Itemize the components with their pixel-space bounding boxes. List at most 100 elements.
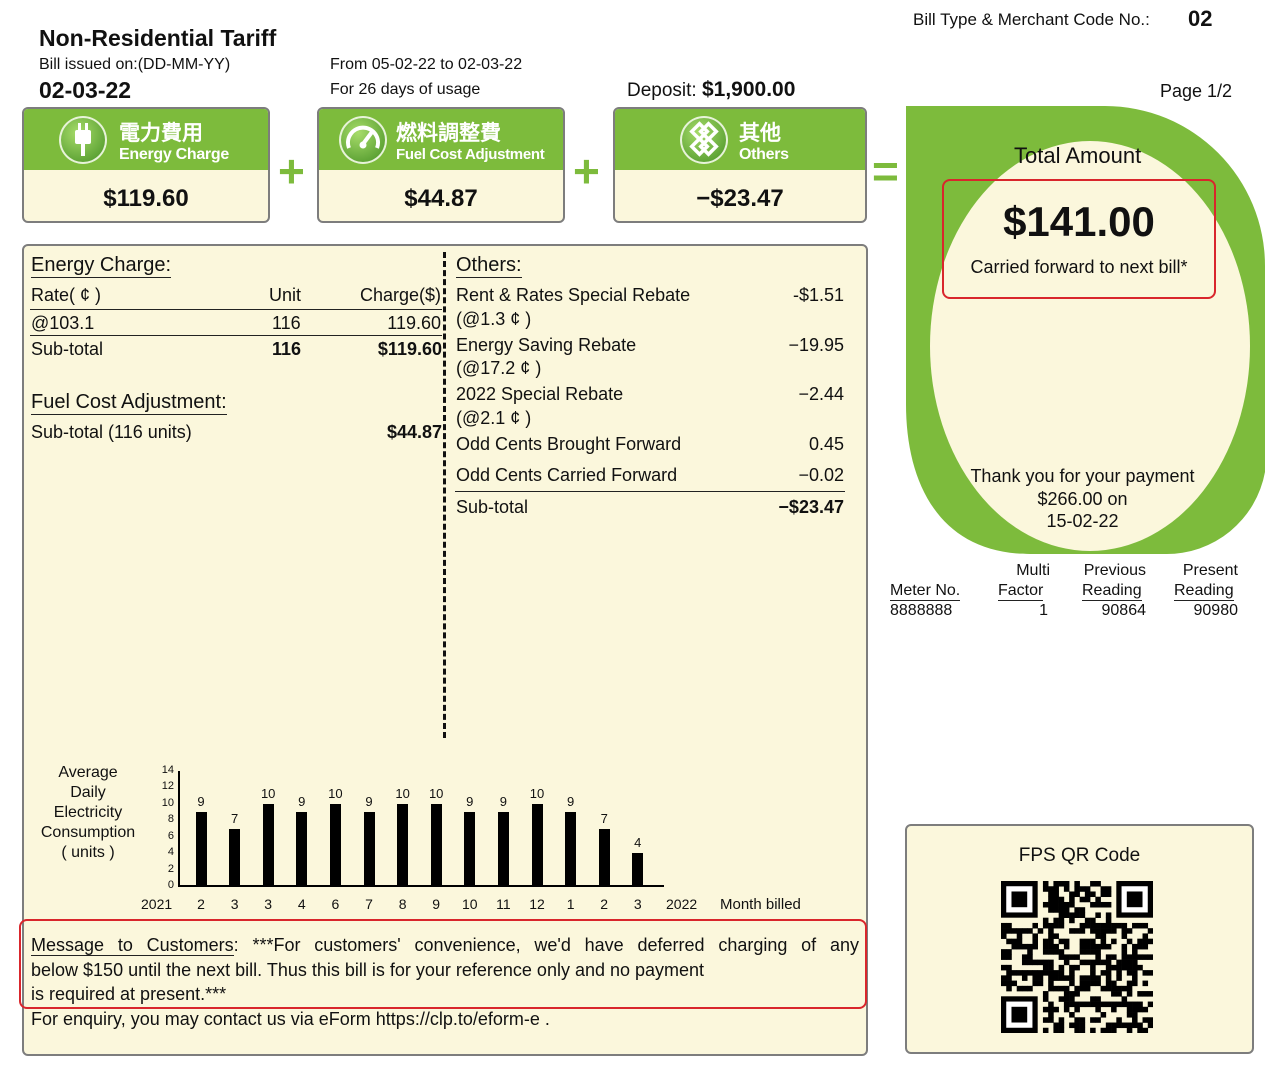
energy-charge-header: 電力費用 Energy Charge — [24, 109, 268, 170]
paid-date: 15-02-22 — [1046, 511, 1119, 531]
fps-qr-code[interactable] — [1001, 881, 1153, 1033]
chart-bar — [195, 812, 207, 886]
bill-type-value: 02 — [1188, 6, 1213, 31]
chart-x-tick: 4 — [297, 896, 306, 912]
chart-x-tick: 3 — [633, 896, 642, 912]
chart-x-tick: 2 — [600, 896, 609, 912]
energy-charge-value: 119.60 — [387, 313, 441, 333]
fps-qr-panel — [905, 824, 1254, 1054]
fps-qr-label: FPS QR Code — [1018, 845, 1141, 866]
fuel-cost-title: Fuel Cost Adjustment: — [31, 391, 227, 415]
meter-previous: 90864 — [1101, 602, 1147, 619]
chart-bar — [229, 828, 241, 886]
equals-sign: = — [872, 145, 899, 197]
chart-data-label: 10 — [428, 785, 444, 801]
chart-x-tick: 7 — [365, 896, 373, 912]
col-unit: Unit — [269, 285, 302, 305]
rebate-2-value: −19.95 — [788, 335, 844, 355]
chart-y-tick: 8 — [167, 813, 174, 826]
page-number: Page 1/2 — [1160, 81, 1233, 101]
col-rate: Rate( ¢ ) — [31, 285, 102, 305]
total-amount-label: Total Amount — [1014, 143, 1142, 168]
chart-y-axis — [178, 771, 180, 886]
chart-data-label: 9 — [298, 794, 306, 810]
chart-data-label: 9 — [365, 794, 373, 810]
rebate-1-value: -$1.51 — [792, 285, 844, 305]
chart-x-tick: 1 — [566, 896, 575, 912]
others-en: Others — [739, 146, 789, 163]
chart-year-start: 2021 — [141, 896, 173, 912]
meter-h-meter: Meter No. — [890, 582, 961, 601]
energy-charge-amount: $119.60 — [103, 185, 189, 212]
chart-ylabel-line: Average — [58, 764, 118, 781]
issued-date: 02-03-22 — [39, 77, 132, 103]
chart-x-tick: 6 — [331, 896, 340, 912]
meter-number: 8888888 — [890, 602, 953, 619]
fuel-cost-zh: 燃料調整費 — [396, 121, 501, 145]
energy-subtotal-unit: 116 — [272, 339, 302, 359]
energy-charge-title: Energy Charge: — [31, 254, 172, 278]
total-amount-frame — [906, 106, 1265, 555]
chart-data-label: 9 — [499, 794, 507, 810]
carried-forward-note: Carried forward to next bill* — [970, 257, 1188, 277]
chart-x-tick: 12 — [529, 896, 545, 912]
chart-x-tick: 11 — [496, 896, 511, 912]
chart-ylabel: Average Daily Electricity Consumption ( … — [28, 763, 148, 863]
energy-charge-summary: 電力費用 Energy Charge $119.60 — [22, 107, 270, 223]
chart-data-label: 9 — [566, 794, 575, 810]
plus-sign: + — [278, 145, 305, 197]
chart-bar — [464, 812, 476, 886]
chart-x-tick: 3 — [230, 896, 239, 912]
chart-ylabel-line: Consumption — [40, 824, 136, 841]
others-subtotal-rule — [455, 491, 845, 492]
chart-bar — [565, 812, 577, 886]
chart-x-axis — [178, 885, 664, 887]
chart-data-label: 7 — [230, 810, 239, 826]
chart-bar — [531, 803, 543, 886]
odd-cents-cf-value: −0.02 — [798, 465, 844, 485]
deposit-label: Deposit: — [627, 80, 697, 101]
deposit: Deposit: $1,900.00 — [627, 78, 795, 102]
meter-h-pres-1: Present — [1182, 562, 1238, 579]
chart-bar — [363, 812, 375, 886]
deposit-value: $1,900.00 — [701, 78, 796, 101]
fuel-cost-amount: $44.87 — [404, 185, 478, 212]
chart-xlabel: Month billed — [720, 896, 801, 913]
plus-sign-2: + — [573, 145, 600, 197]
rebate-1-sub: (@1.3 ¢ ) — [456, 309, 532, 329]
chart-bar — [497, 812, 509, 886]
energy-subtotal-label: Sub-total — [31, 339, 104, 359]
usage-days: For 26 days of usage — [330, 81, 481, 98]
message-text-1: : ***For customers' convenience, we'd ha… — [233, 935, 860, 955]
others-subtotal-value: −$23.47 — [778, 497, 844, 517]
rebate-3-label: 2022 Special Rebate — [456, 384, 624, 404]
meter-table: Multi Previous Present Meter No. Factor … — [888, 560, 1240, 622]
odd-cents-bf-label: Odd Cents Brought Forward — [456, 434, 682, 454]
chart-plot: 9 7 10 9 10 9 10 10 9 9 10 9 7 4 — [178, 771, 664, 887]
column-divider — [443, 252, 446, 738]
chart-bar — [329, 803, 341, 886]
billing-period: From 05-02-22 to 02-03-22 — [330, 56, 523, 73]
meter-present: 90980 — [1193, 602, 1239, 619]
rebate-3-sub: (@2.1 ¢ ) — [456, 408, 532, 428]
meter-h-multi-2: Factor — [998, 582, 1044, 601]
others-title: Others: — [456, 254, 522, 278]
energy-charge-en: Energy Charge — [119, 146, 229, 163]
meter-h-pres-2: Reading — [1174, 582, 1234, 601]
chart-bar — [262, 803, 274, 886]
issued-label: Bill issued on:(DD-MM-YY) — [39, 56, 231, 73]
paid-amount: $266.00 on — [1037, 489, 1128, 509]
chart-y-tick: 4 — [167, 846, 174, 859]
chart-ylabel-line: Electricity — [53, 804, 123, 821]
chart-data-label: 10 — [395, 785, 410, 801]
rebate-1-label: Rent & Rates Special Rebate — [456, 285, 691, 305]
chart-bar — [598, 828, 610, 886]
others-header: 其他 Others — [615, 109, 865, 170]
chart-year-end: 2022 — [666, 896, 698, 912]
fuel-subtotal-value: $44.87 — [386, 422, 442, 442]
message-line-3: is required at present.*** — [31, 984, 227, 1004]
chart-data-label: 4 — [634, 835, 642, 851]
bill-type-label: Bill Type & Merchant Code No.: — [913, 10, 1150, 29]
fuel-subtotal-label: Sub-total (116 units) — [31, 422, 192, 442]
energy-rate: @103.1 — [31, 313, 95, 333]
